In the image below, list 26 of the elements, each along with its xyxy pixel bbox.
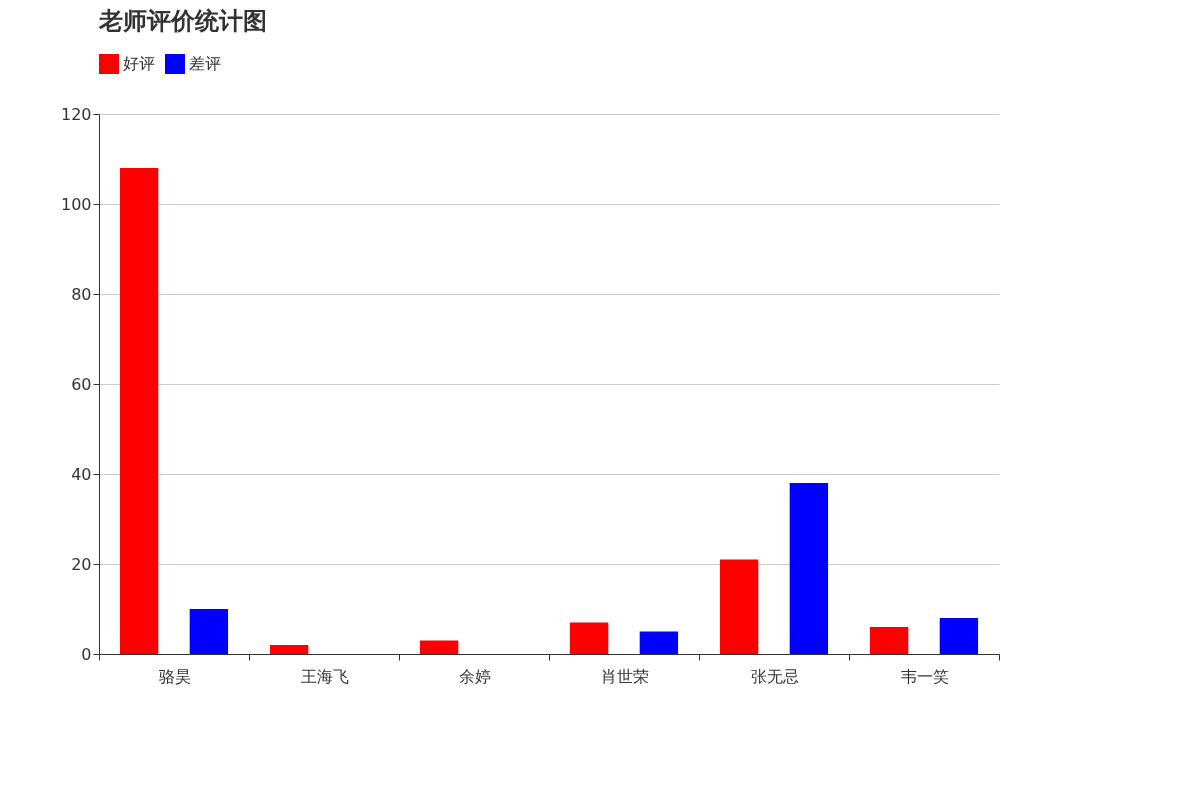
legend-label: 好评 (123, 54, 155, 73)
y-tick-label: 20 (71, 554, 92, 574)
x-tick-label: 张无忌 (750, 666, 799, 686)
x-tick-label: 余婷 (458, 666, 491, 686)
bar (869, 627, 909, 654)
x-tick-label: 韦一笑 (900, 666, 949, 686)
legend-label: 差评 (189, 54, 221, 73)
bar (789, 483, 829, 654)
x-tick-label: 肖世荣 (600, 666, 649, 686)
x-tick-label: 王海飞 (300, 666, 349, 686)
bar (569, 622, 609, 654)
chart-title: 老师评价统计图 (98, 7, 267, 35)
x-tick-label: 骆昊 (158, 666, 191, 686)
y-tick-label: 120 (60, 104, 92, 124)
bar (189, 609, 229, 654)
bar (269, 645, 309, 654)
y-tick-label: 80 (71, 284, 92, 304)
bar (939, 618, 979, 654)
y-tick-label: 40 (71, 464, 92, 484)
y-tick-label: 60 (71, 374, 92, 394)
bar (639, 631, 679, 654)
bar (719, 559, 759, 654)
y-tick-label: 0 (81, 644, 92, 664)
y-tick-label: 100 (60, 194, 92, 214)
bar (119, 168, 159, 654)
bar (419, 640, 459, 654)
